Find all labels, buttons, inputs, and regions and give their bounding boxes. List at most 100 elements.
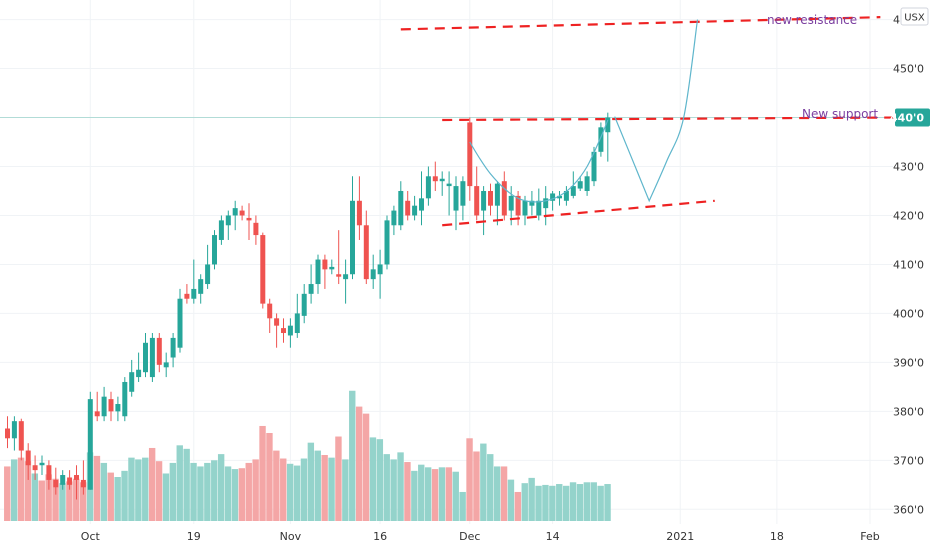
- candle[interactable]: [308, 264, 314, 304]
- candle[interactable]: [287, 318, 293, 348]
- time-axis[interactable]: Oct 19 Nov 16 Dec 14 2021 18 Feb: [0, 524, 932, 550]
- candle[interactable]: [129, 359, 135, 397]
- candle[interactable]: [18, 418, 24, 461]
- candle[interactable]: [149, 333, 155, 382]
- candle[interactable]: [232, 200, 238, 231]
- unit-badge[interactable]: USX: [900, 7, 929, 26]
- candle[interactable]: [412, 195, 418, 221]
- candle[interactable]: [398, 181, 404, 231]
- candle[interactable]: [267, 298, 273, 334]
- candle[interactable]: [432, 161, 438, 191]
- candle[interactable]: [481, 186, 487, 236]
- candle[interactable]: [101, 386, 107, 422]
- candle[interactable]: [425, 166, 431, 206]
- candle[interactable]: [205, 244, 211, 289]
- candle[interactable]: [329, 259, 335, 275]
- candle[interactable]: [474, 166, 480, 221]
- candle[interactable]: [536, 188, 542, 221]
- candle-body: [584, 176, 590, 191]
- candle[interactable]: [39, 455, 45, 476]
- candle[interactable]: [184, 284, 190, 304]
- candle[interactable]: [46, 460, 52, 490]
- resistance-line[interactable]: [400, 16, 881, 31]
- candle[interactable]: [563, 186, 569, 206]
- candle[interactable]: [584, 171, 590, 196]
- candle[interactable]: [67, 470, 73, 490]
- candle[interactable]: [136, 352, 142, 382]
- candle[interactable]: [198, 274, 204, 304]
- candle[interactable]: [419, 171, 424, 226]
- projection-path[interactable]: [614, 19, 699, 203]
- volume-bar: [17, 457, 25, 521]
- candle[interactable]: [170, 333, 176, 368]
- candle[interactable]: [343, 259, 349, 304]
- price-axis[interactable]: 360'0 370'0 380'0 390'0 400'0 410'0 420'0 430'0…: [890, 0, 932, 524]
- candle[interactable]: [446, 171, 452, 216]
- candle[interactable]: [322, 254, 328, 289]
- candle[interactable]: [225, 210, 231, 240]
- candle[interactable]: [32, 455, 38, 480]
- candle[interactable]: [439, 171, 445, 196]
- candle[interactable]: [53, 467, 59, 495]
- candle[interactable]: [363, 210, 369, 285]
- candle-body: [267, 303, 273, 319]
- lower-trend-line[interactable]: [442, 199, 715, 227]
- candle[interactable]: [529, 190, 535, 216]
- candle[interactable]: [370, 254, 376, 289]
- candle[interactable]: [156, 333, 162, 373]
- candlesticks[interactable]: [5, 112, 611, 500]
- candle[interactable]: [515, 190, 521, 226]
- candle[interactable]: [87, 391, 93, 490]
- candle[interactable]: [460, 176, 466, 221]
- candle[interactable]: [281, 318, 286, 343]
- candle[interactable]: [80, 460, 86, 495]
- candle[interactable]: [377, 249, 383, 299]
- support-line[interactable]: [442, 116, 895, 122]
- candle[interactable]: [336, 230, 342, 285]
- candle[interactable]: [294, 293, 300, 338]
- candle[interactable]: [494, 181, 500, 226]
- candle[interactable]: [356, 176, 362, 240]
- drawing-annotations[interactable]: [400, 16, 895, 227]
- candle[interactable]: [60, 470, 66, 490]
- candle[interactable]: [94, 391, 100, 422]
- candle[interactable]: [301, 284, 307, 324]
- candle[interactable]: [177, 288, 183, 353]
- candle[interactable]: [391, 205, 397, 236]
- candle[interactable]: [384, 215, 390, 270]
- candle[interactable]: [239, 205, 245, 221]
- unit-label[interactable]: USX: [904, 13, 925, 24]
- candle[interactable]: [405, 190, 411, 221]
- candle[interactable]: [11, 416, 17, 451]
- candle[interactable]: [115, 396, 121, 422]
- candle[interactable]: [212, 230, 217, 270]
- candle[interactable]: [260, 232, 266, 309]
- candle[interactable]: [122, 377, 128, 422]
- candle[interactable]: [315, 254, 321, 294]
- candle[interactable]: [274, 313, 280, 348]
- candle[interactable]: [163, 352, 169, 378]
- cup-curve[interactable]: [469, 119, 609, 203]
- candle[interactable]: [453, 176, 459, 231]
- candle[interactable]: [598, 122, 604, 157]
- candle[interactable]: [350, 176, 355, 280]
- candle[interactable]: [218, 215, 224, 245]
- candle[interactable]: [488, 183, 493, 216]
- volume-bar: [135, 459, 142, 521]
- candle[interactable]: [25, 443, 31, 480]
- candle[interactable]: [246, 203, 252, 240]
- candle[interactable]: [191, 259, 197, 304]
- candle[interactable]: [5, 416, 10, 449]
- candle[interactable]: [108, 391, 114, 422]
- candle[interactable]: [253, 215, 259, 245]
- candle[interactable]: [143, 333, 148, 378]
- candle[interactable]: [467, 117, 473, 201]
- candle[interactable]: [557, 190, 562, 206]
- candle[interactable]: [543, 186, 549, 226]
- candle[interactable]: [605, 112, 611, 162]
- candle[interactable]: [501, 171, 507, 221]
- candle[interactable]: [550, 190, 556, 211]
- candle[interactable]: [74, 465, 79, 500]
- candle[interactable]: [577, 176, 583, 191]
